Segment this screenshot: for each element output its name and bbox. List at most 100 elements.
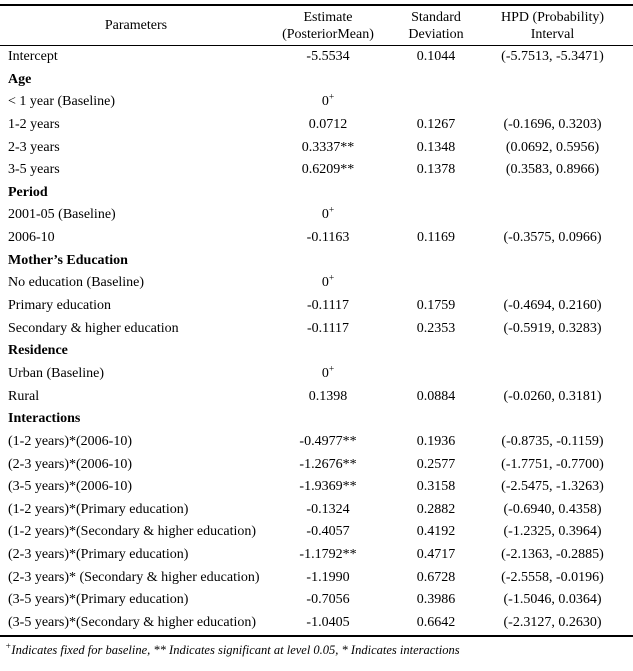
baseline-superscript: + [328, 273, 335, 284]
estimate-cell: -0.1117 [306, 298, 350, 314]
parameter-cell: 2001-05 (Baseline) [8, 207, 116, 223]
estimate-cell: -1.1792** [299, 547, 357, 563]
estimate-cell: -0.1163 [306, 230, 350, 246]
footnote-superscript: + [5, 641, 12, 652]
parameter-cell: 3-5 years [8, 162, 60, 178]
estimate-cell: 0+ [321, 364, 335, 381]
parameter-cell: Period [8, 184, 48, 200]
hpd-interval-cell: (-0.1696, 0.3203) [503, 116, 602, 132]
section-header-row: Residence [0, 340, 633, 363]
estimate-cell: -1.1990 [306, 569, 350, 585]
parameter-cell: Rural [8, 388, 40, 404]
baseline-superscript: + [328, 205, 335, 216]
baseline-superscript: + [328, 92, 335, 103]
std-deviation-cell: 0.1044 [416, 49, 456, 64]
column-header-hpd-interval-line2: Interval [530, 26, 575, 42]
std-deviation-cell: 0.3986 [416, 592, 456, 608]
column-header-hpd-interval: HPD (Probability) Interval [488, 9, 633, 43]
table-row: 2-3 years 0.3337** 0.1348 (0.0692, 0.5956) [0, 137, 633, 160]
std-deviation-cell: 0.1267 [416, 116, 456, 132]
hpd-interval-cell: (-0.4694, 0.2160) [503, 298, 602, 314]
parameter-cell: Interactions [8, 411, 81, 427]
parameter-cell: (2-3 years)* (Secondary & higher educati… [8, 569, 260, 585]
column-header-parameters: Parameters [104, 18, 168, 33]
column-header-hpd-interval-line1: HPD (Probability) [500, 9, 605, 25]
column-header-estimate-line2: (PosteriorMean) [282, 26, 374, 42]
column-header-std-deviation-line2: Deviation [408, 26, 464, 42]
hpd-interval-cell: (-2.5475, -1.3263) [501, 479, 604, 495]
hpd-interval-cell: (-1.2325, 0.3964) [503, 524, 602, 540]
std-deviation-cell: 0.2882 [416, 501, 456, 517]
hpd-interval-cell: (-0.6940, 0.4358) [503, 501, 602, 517]
parameter-cell: (1-2 years)*(Primary education) [8, 501, 189, 517]
std-deviation-cell: 0.3158 [416, 479, 456, 495]
column-header-estimate-line1: Estimate [303, 9, 353, 25]
estimate-cell: -1.9369** [299, 479, 357, 495]
estimate-cell: 0.3337** [301, 139, 355, 155]
table-row: (1-2 years)*(Secondary & higher educatio… [0, 521, 633, 544]
results-table: Parameters Estimate (PosteriorMean) Stan… [0, 4, 633, 637]
parameter-cell: Secondary & higher education [8, 320, 179, 336]
parameter-cell: Intercept [8, 49, 58, 64]
hpd-interval-cell: (-2.1363, -0.2885) [501, 547, 604, 563]
paper-table-page: Parameters Estimate (PosteriorMean) Stan… [0, 4, 633, 671]
estimate-cell: -0.7056 [306, 592, 350, 608]
hpd-interval-cell: (-0.3575, 0.0966) [503, 230, 602, 246]
estimate-cell: 0.6209** [301, 162, 355, 178]
table-row: 2001-05 (Baseline) 0+ [0, 204, 633, 227]
estimate-cell: -0.1324 [306, 501, 350, 517]
table-row: < 1 year (Baseline) 0+ [0, 91, 633, 114]
std-deviation-cell: 0.1348 [416, 139, 456, 155]
parameter-cell: (1-2 years)*(2006-10) [8, 433, 133, 449]
parameter-cell: Residence [8, 343, 68, 359]
parameter-cell: 2-3 years [8, 139, 60, 155]
parameter-cell: < 1 year (Baseline) [8, 94, 116, 110]
estimate-cell: -1.2676** [299, 456, 357, 472]
estimate-cell: -1.0405 [306, 615, 350, 631]
parameter-cell: 2006-10 [8, 230, 55, 246]
table-row: Secondary & higher education -0.1117 0.235… [0, 318, 633, 341]
parameter-cell: Urban (Baseline) [8, 365, 105, 381]
table-body: Intercept -5.5534 0.1044 (-5.7513, -5.3471)… [0, 46, 633, 635]
hpd-interval-cell: (-5.7513, -5.3471) [501, 49, 604, 64]
table-row: No education (Baseline) 0+ [0, 272, 633, 295]
table-row: (2-3 years)* (Secondary & higher educati… [0, 567, 633, 590]
estimate-cell: 0+ [321, 92, 335, 110]
table-header-row: Parameters Estimate (PosteriorMean) Stan… [0, 6, 633, 46]
table-row: 2006-10 -0.1163 0.1169 (-0.3575, 0.0966) [0, 227, 633, 250]
hpd-interval-cell: (-0.8735, -0.1159) [501, 433, 604, 449]
table-row: 1-2 years 0.0712 0.1267 (-0.1696, 0.3203) [0, 114, 633, 137]
column-header-std-deviation: Standard Deviation [384, 9, 488, 43]
table-row: Rural 0.1398 0.0884 (-0.0260, 0.3181) [0, 386, 633, 409]
parameter-cell: Mother’s Education [8, 252, 128, 268]
hpd-interval-cell: (-1.5046, 0.0364) [503, 592, 602, 608]
estimate-cell: -0.1117 [306, 320, 350, 336]
parameter-cell: (1-2 years)*(Secondary & higher educatio… [8, 524, 257, 540]
table-row: (2-3 years)*(2006-10) -1.2676** 0.2577 (-1.… [0, 454, 633, 477]
parameter-cell: 1-2 years [8, 116, 60, 132]
table-row: (3-5 years)*(Primary education) -0.7056 0.… [0, 589, 633, 612]
std-deviation-cell: 0.1378 [416, 162, 456, 178]
std-deviation-cell: 0.4717 [416, 547, 456, 563]
std-deviation-cell: 0.2577 [416, 456, 456, 472]
estimate-cell: -0.4057 [306, 524, 350, 540]
std-deviation-cell: 0.1169 [417, 230, 455, 246]
table-row: Primary education -0.1117 0.1759 (-0.4694, … [0, 295, 633, 318]
std-deviation-cell: 0.6642 [416, 615, 456, 631]
table-row: (3-5 years)*(2006-10) -1.9369** 0.3158 (-2.… [0, 476, 633, 499]
column-header-std-deviation-line1: Standard [411, 9, 461, 25]
hpd-interval-cell: (-1.7751, -0.7700) [501, 456, 604, 472]
parameter-cell: Age [8, 71, 32, 87]
baseline-superscript: + [328, 364, 335, 375]
estimate-cell: -0.4977** [299, 433, 357, 449]
estimate-cell: 0+ [321, 273, 335, 291]
section-header-row: Age [0, 69, 633, 92]
section-header-row: Period [0, 182, 633, 205]
parameter-cell: (2-3 years)*(2006-10) [8, 456, 133, 472]
table-row: 3-5 years 0.6209** 0.1378 (0.3583, 0.8966) [0, 159, 633, 182]
parameter-cell: (3-5 years)*(Secondary & higher educatio… [8, 615, 257, 631]
section-header-row: Mother’s Education [0, 250, 633, 273]
parameter-cell: No education (Baseline) [8, 275, 145, 291]
std-deviation-cell: 0.6728 [416, 569, 456, 585]
parameter-cell: (3-5 years)*(Primary education) [8, 592, 189, 608]
